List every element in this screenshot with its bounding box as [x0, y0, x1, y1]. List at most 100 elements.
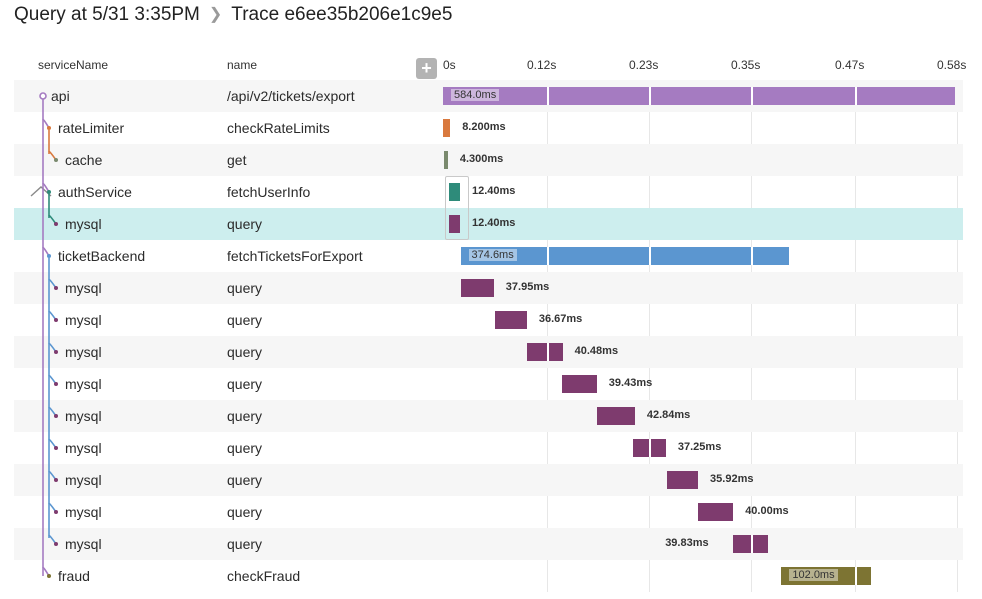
column-header-name[interactable]: name: [227, 58, 258, 72]
span-bar[interactable]: [781, 567, 871, 585]
span-row[interactable]: cache get 4.300ms: [14, 144, 963, 176]
span-duration: 35.92ms: [710, 473, 754, 485]
span-duration: 39.83ms: [665, 537, 709, 549]
span-bar[interactable]: [562, 375, 597, 393]
span-bar[interactable]: [494, 311, 527, 329]
tree-node-dot: [54, 318, 58, 322]
bar-divider: [751, 87, 753, 105]
span-duration: 12.40ms: [472, 217, 516, 229]
tree-node-dot: [47, 190, 51, 194]
axis-tick-label: 0s: [443, 58, 456, 72]
span-row[interactable]: authService fetchUserInfo 12.40ms: [14, 176, 963, 208]
tree-node-dot: [54, 158, 58, 162]
span-name: fetchUserInfo: [227, 184, 311, 200]
span-row[interactable]: mysql query 40.48ms: [14, 336, 963, 368]
tree-node-dot: [54, 446, 58, 450]
span-row[interactable]: rateLimiter checkRateLimits 8.200ms: [14, 112, 963, 144]
tree-node-dot: [47, 574, 51, 578]
tree-node-dot: [47, 126, 51, 130]
tree-node-dot: [54, 542, 58, 546]
span-bar[interactable]: [449, 215, 460, 233]
span-bar[interactable]: [527, 343, 563, 361]
bar-divider: [649, 87, 651, 105]
span-row[interactable]: mysql query 37.25ms: [14, 432, 963, 464]
axis-tick-label: 0.35s: [731, 58, 761, 72]
root-node-icon: [39, 92, 47, 100]
service-name: mysql: [65, 344, 102, 360]
service-name: ticketBackend: [58, 248, 146, 264]
span-row[interactable]: ticketBackend fetchTicketsForExport 374.6m…: [14, 240, 963, 272]
bar-divider: [648, 247, 651, 265]
span-bar[interactable]: [698, 503, 734, 521]
service-name: mysql: [65, 376, 102, 392]
service-name: mysql: [65, 216, 102, 232]
span-name: query: [227, 504, 263, 520]
axis-tick-label: 0.58s: [937, 58, 967, 72]
span-name: query: [227, 312, 263, 328]
tree-node-dot: [54, 382, 58, 386]
service-name: mysql: [65, 440, 102, 456]
span-duration: 12.40ms: [472, 185, 516, 197]
span-duration: 40.48ms: [574, 345, 619, 357]
service-name: mysql: [65, 472, 102, 488]
query-title[interactable]: Query at 5/31 3:35PM: [14, 4, 200, 25]
chevron-right-icon: ❯: [208, 6, 223, 23]
span-bar[interactable]: [449, 183, 460, 201]
tree-node-dot: [54, 510, 58, 514]
span-bar[interactable]: [443, 87, 955, 105]
bar-divider: [546, 343, 549, 361]
span-duration: 39.43ms: [608, 377, 653, 389]
span-duration: 4.300ms: [459, 153, 504, 165]
span-row[interactable]: mysql query 35.92ms: [14, 464, 963, 496]
span-name: get: [227, 152, 247, 168]
bar-divider: [546, 247, 549, 265]
span-bar[interactable]: [443, 151, 448, 169]
span-duration: 584.0ms: [451, 89, 500, 101]
tree-node-dot: [54, 478, 58, 482]
axis-tick-label: 0.12s: [527, 58, 557, 72]
span-row[interactable]: mysql query 36.67ms: [14, 304, 963, 336]
span-row[interactable]: mysql query 37.95ms: [14, 272, 963, 304]
span-bar[interactable]: [460, 279, 494, 297]
span-name: query: [227, 472, 263, 488]
tree-node-dot: [54, 350, 58, 354]
span-name: checkFraud: [227, 568, 301, 584]
span-bar[interactable]: [633, 439, 666, 457]
span-bar[interactable]: [460, 247, 789, 265]
tree-node-dot: [47, 254, 51, 258]
add-column-button[interactable]: +: [416, 58, 437, 79]
span-name: query: [227, 376, 263, 392]
service-name: mysql: [65, 504, 102, 520]
span-row[interactable]: fraud checkFraud 102.0ms: [14, 560, 963, 592]
span-row[interactable]: mysql query 39.83ms: [14, 528, 963, 560]
bar-divider: [750, 535, 753, 553]
column-header-service[interactable]: serviceName: [38, 58, 109, 72]
axis-tick-label: 0.47s: [835, 58, 865, 72]
span-name: /api/v2/tickets/export: [227, 88, 355, 104]
span-bar[interactable]: [597, 407, 635, 425]
service-name: authService: [58, 184, 132, 200]
span-duration: 8.200ms: [462, 121, 506, 133]
service-name: cache: [65, 152, 103, 168]
span-bar[interactable]: [666, 471, 699, 489]
span-name: query: [227, 536, 263, 552]
span-name: checkRateLimits: [227, 120, 330, 136]
span-name: query: [227, 408, 263, 424]
span-name: fetchTicketsForExport: [227, 248, 363, 264]
span-row[interactable]: mysql query 12.40ms: [14, 208, 963, 240]
span-duration: 102.0ms: [789, 569, 838, 581]
span-row[interactable]: mysql query 42.84ms: [14, 400, 963, 432]
hover-highlight: [445, 176, 469, 240]
span-row[interactable]: mysql query 40.00ms: [14, 496, 963, 528]
span-row[interactable]: mysql query 39.43ms: [14, 368, 963, 400]
bar-divider: [648, 439, 651, 457]
span-duration: 37.95ms: [505, 281, 550, 293]
trace-title: Trace e6ee35b206e1c9e5: [231, 4, 453, 25]
span-bar[interactable]: [733, 535, 769, 553]
tree-node-dot: [54, 222, 58, 226]
span-duration: 36.67ms: [538, 313, 583, 325]
span-bar[interactable]: [443, 119, 451, 137]
span-row[interactable]: api/api/v2/tickets/export 584.0ms: [14, 80, 963, 112]
bar-divider: [547, 87, 549, 105]
